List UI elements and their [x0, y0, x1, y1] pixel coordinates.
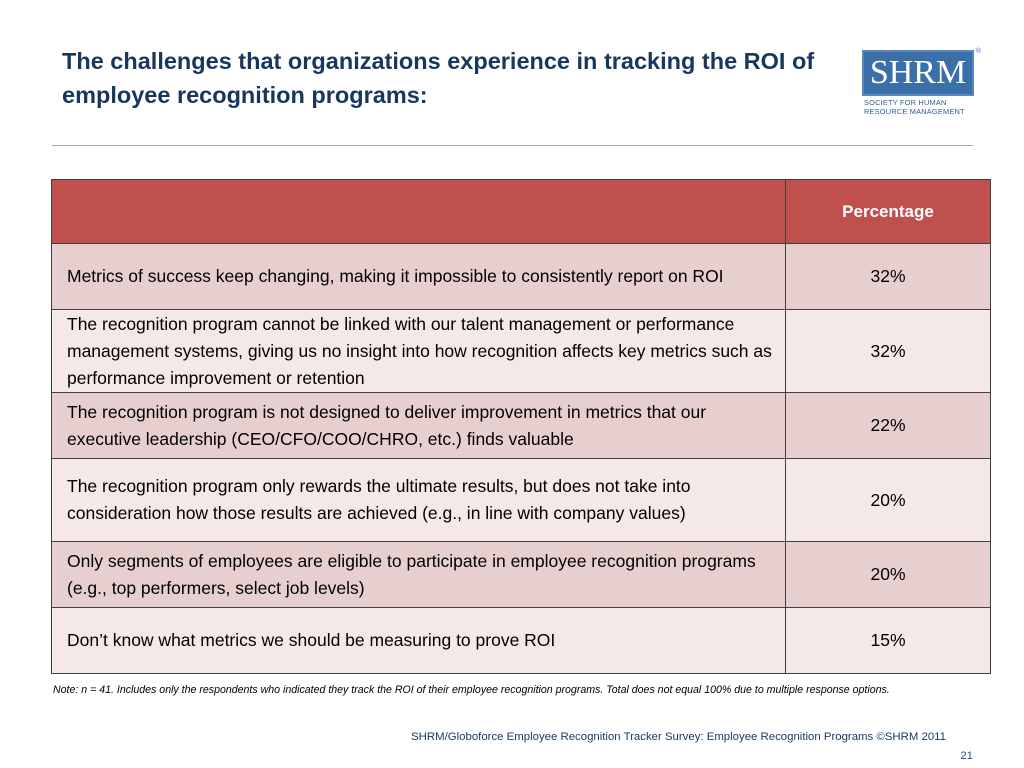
results-table: Percentage Metrics of success keep chang… — [51, 179, 991, 674]
table-row: Don’t know what metrics we should be mea… — [51, 607, 991, 674]
logo-text: SHRM — [869, 54, 967, 91]
page-number: 21 — [960, 750, 973, 762]
row-label: Don’t know what metrics we should be mea… — [51, 607, 786, 674]
slide-title: The challenges that organizations experi… — [62, 48, 815, 108]
shrm-logo: SHRM ® SOCIETY FOR HUMAN RESOURCE MANAGE… — [862, 48, 982, 122]
row-percentage: 20% — [785, 458, 991, 542]
table-row: Only segments of employees are eligible … — [51, 541, 991, 608]
logo-mark: SHRM — [862, 50, 974, 96]
table-row: The recognition program only rewards the… — [51, 458, 991, 542]
logo-subtitle: SOCIETY FOR HUMAN RESOURCE MANAGEMENT — [864, 98, 965, 116]
table-row: The recognition program cannot be linked… — [51, 309, 991, 393]
row-percentage: 15% — [785, 607, 991, 674]
source-footer: SHRM/Globoforce Employee Recognition Tra… — [411, 731, 946, 743]
footnote: Note: n = 41. Includes only the responde… — [53, 684, 890, 696]
row-percentage: 20% — [785, 541, 991, 608]
title-divider — [52, 145, 973, 146]
row-percentage: 22% — [785, 392, 991, 459]
table-row: The recognition program is not designed … — [51, 392, 991, 459]
row-label: The recognition program cannot be linked… — [51, 309, 786, 393]
row-label: The recognition program only rewards the… — [51, 458, 786, 542]
registered-mark: ® — [976, 48, 982, 55]
row-label: Metrics of success keep changing, making… — [51, 243, 786, 310]
row-label: The recognition program is not designed … — [51, 392, 786, 459]
row-percentage: 32% — [785, 309, 991, 393]
row-percentage: 32% — [785, 243, 991, 310]
header-label-cell — [51, 179, 786, 244]
table-header-row: Percentage — [51, 179, 991, 244]
header-percentage-cell: Percentage — [785, 179, 991, 244]
table-row: Metrics of success keep changing, making… — [51, 243, 991, 310]
row-label: Only segments of employees are eligible … — [51, 541, 786, 608]
